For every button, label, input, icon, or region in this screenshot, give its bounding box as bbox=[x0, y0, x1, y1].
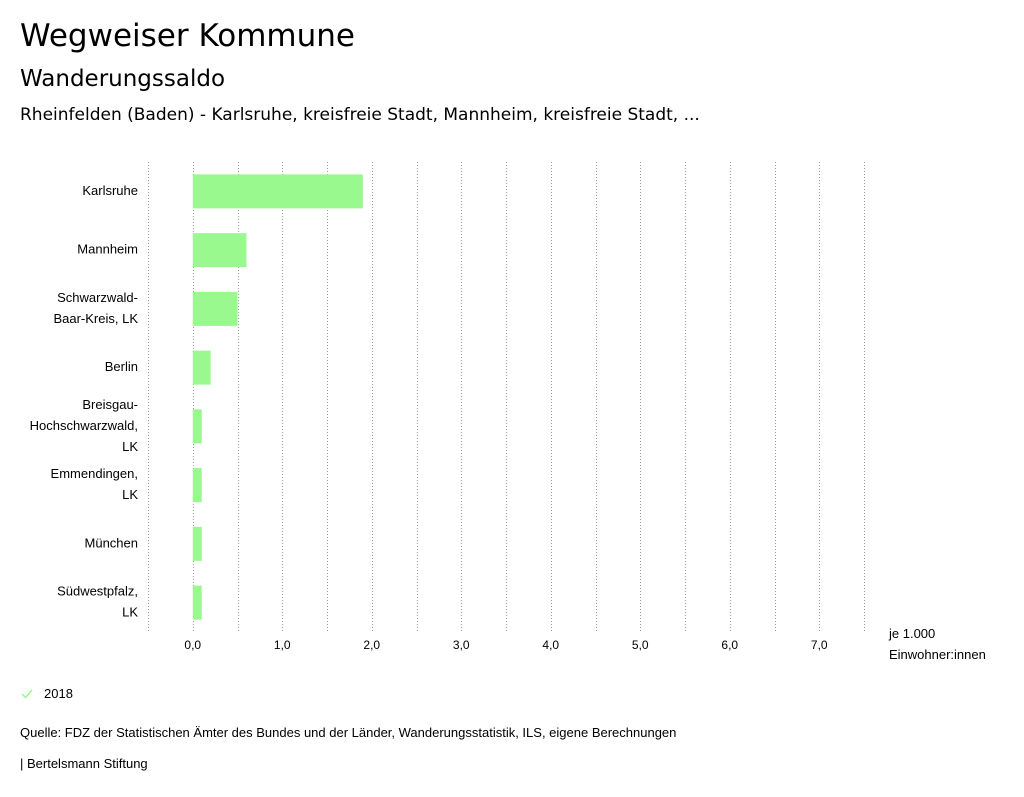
x-tick-label: 7,0 bbox=[811, 638, 828, 652]
category-label: Baar-Kreis, LK bbox=[53, 311, 138, 326]
unit-label: Einwohner:innen bbox=[889, 647, 986, 662]
legend[interactable]: 2018 bbox=[20, 686, 73, 701]
chart-subtitle: Wanderungssaldo bbox=[20, 66, 226, 92]
bar bbox=[192, 526, 202, 561]
bar bbox=[192, 585, 202, 620]
legend-label: 2018 bbox=[44, 686, 73, 701]
category-label: Mannheim bbox=[77, 242, 138, 257]
bar bbox=[192, 233, 247, 268]
bar bbox=[192, 350, 211, 385]
category-label: LK bbox=[122, 439, 138, 454]
category-label: LK bbox=[122, 605, 138, 620]
x-tick-label: 0,0 bbox=[184, 638, 201, 652]
unit-label: je 1.000 bbox=[888, 626, 935, 641]
category-label: Berlin bbox=[105, 359, 138, 374]
bar bbox=[192, 468, 202, 503]
brand-footer: | Bertelsmann Stiftung bbox=[20, 756, 148, 771]
category-label: Schwarzwald- bbox=[57, 290, 138, 305]
bar bbox=[192, 174, 363, 209]
category-label: LK bbox=[122, 487, 138, 502]
category-label: Karlsruhe bbox=[82, 183, 138, 198]
x-tick-label: 5,0 bbox=[632, 638, 649, 652]
category-label: Südwestpfalz, bbox=[57, 584, 138, 599]
x-tick-label: 6,0 bbox=[721, 638, 738, 652]
category-label: Breisgau- bbox=[82, 397, 138, 412]
bar bbox=[192, 409, 202, 444]
page-title: Wegweiser Kommune bbox=[20, 18, 355, 54]
bar-chart: Karlsruhe Mannheim Schwarzwald- Baar-Kreis,… bbox=[30, 162, 986, 662]
category-label: Hochschwarzwald, bbox=[30, 418, 138, 433]
x-tick-label: 1,0 bbox=[274, 638, 291, 652]
x-tick-label: 4,0 bbox=[542, 638, 559, 652]
category-label: Emmendingen, bbox=[51, 466, 138, 481]
x-tick-label: 3,0 bbox=[453, 638, 470, 652]
chart-region-subtitle: Rheinfelden (Baden) - Karlsruhe, kreisfr… bbox=[20, 105, 700, 125]
source-note: Quelle: FDZ der Statistischen Ämter des … bbox=[20, 725, 677, 740]
x-tick-label: 2,0 bbox=[363, 638, 380, 652]
checkmark-icon bbox=[21, 689, 33, 699]
bar bbox=[192, 291, 238, 326]
category-label: München bbox=[85, 535, 138, 550]
